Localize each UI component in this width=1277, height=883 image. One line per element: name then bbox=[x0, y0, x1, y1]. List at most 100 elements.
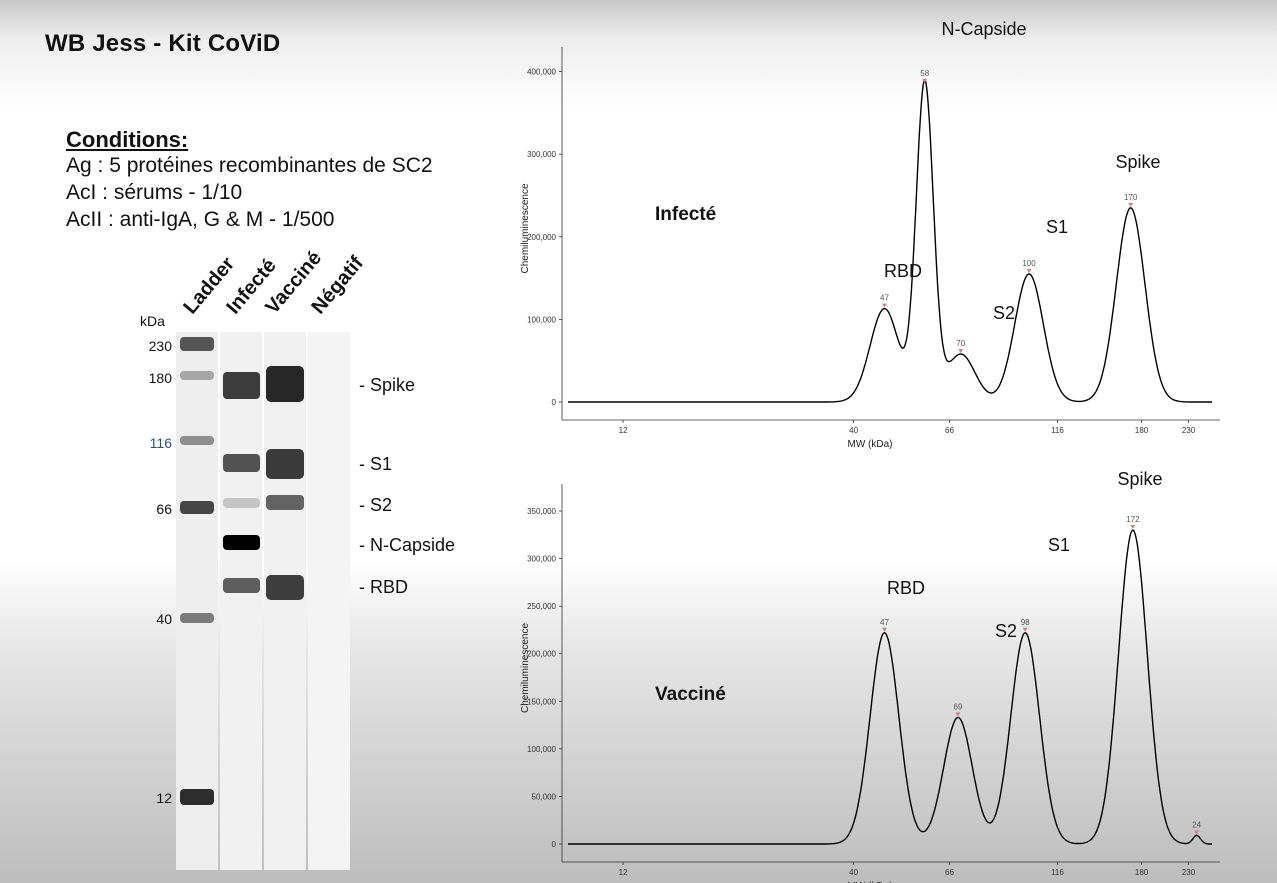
chart-vaccinated-x-tick-label: 66 bbox=[945, 868, 954, 877]
ladder-band-180 bbox=[180, 371, 214, 380]
chart-infected-x-tick-label: 230 bbox=[1182, 426, 1196, 435]
chart-infected-peak-mw-label: 100 bbox=[1022, 259, 1036, 268]
chart-vaccinated-peak-marker bbox=[1022, 627, 1028, 632]
chart-infected-peak-marker bbox=[922, 78, 928, 83]
infected-band-spike bbox=[223, 372, 260, 399]
chart-vaccinated-annot-s1: S1 bbox=[1047, 535, 1071, 555]
chart-infected-annot-s1: S1 bbox=[1045, 217, 1069, 237]
chart-vaccinated-x-tick-label: 12 bbox=[619, 868, 628, 877]
infected-bands bbox=[223, 372, 260, 593]
chart-vaccinated-peak-marker bbox=[881, 627, 887, 632]
band-label-s1: - S1 bbox=[359, 454, 393, 474]
infected-band-rbd bbox=[223, 578, 260, 593]
chart-infected-y-tick-label: 0 bbox=[552, 398, 557, 407]
chart-infected-x-tick-label: 116 bbox=[1051, 426, 1064, 435]
conditions-heading: Conditions: bbox=[66, 127, 189, 152]
chart-vaccinated-annot-rbd: RBD bbox=[886, 578, 926, 598]
chart-infected-peak-marker bbox=[1026, 268, 1032, 273]
ladder-band-12 bbox=[180, 789, 214, 805]
chart-vaccinated-sample-label: Vacciné bbox=[655, 684, 726, 705]
chart-infected-annot-spike: Spike bbox=[1115, 152, 1161, 172]
infected-band-s1 bbox=[223, 454, 260, 472]
chart-vaccinated-peak-mw-label: 24 bbox=[1192, 820, 1201, 829]
chart-vaccinated-y-tick-label: 100,000 bbox=[527, 745, 556, 754]
band-label-n-capside: - N-Capside bbox=[359, 535, 456, 555]
band-label-spike: - Spike bbox=[359, 375, 416, 395]
western-blot bbox=[176, 332, 350, 870]
kda-unit-label: kDa bbox=[140, 313, 165, 329]
chart-vaccinated-x-tick-label: 40 bbox=[849, 868, 858, 877]
chart-vaccinated-x-tick-label: 116 bbox=[1051, 868, 1064, 877]
chart-infected-peak-mw-label: 47 bbox=[880, 294, 889, 303]
chart-infected-trace bbox=[568, 78, 1212, 403]
chart-infected-peak-marker bbox=[958, 349, 964, 354]
chart-infected-peak-marker bbox=[881, 303, 887, 308]
chart-infected-peak-mw-label: 170 bbox=[1124, 193, 1138, 202]
chart-vaccinated-peak-mw-label: 98 bbox=[1021, 618, 1030, 627]
chart-infected-peak-mw-label: 58 bbox=[920, 69, 929, 78]
chart-infected-x-tick-label: 40 bbox=[849, 426, 858, 435]
band-label-s2: - S2 bbox=[359, 495, 393, 515]
chart-vaccinated-x-tick-label: 180 bbox=[1135, 868, 1149, 877]
chart-infected-y-tick-label: 400,000 bbox=[527, 68, 556, 77]
chart-vaccinated-y-tick-label: 350,000 bbox=[527, 507, 556, 516]
chart-infected-annot-rbd: RBD bbox=[883, 261, 923, 281]
chart-infected-peak-mw-label: 70 bbox=[956, 339, 965, 348]
marker-66: 66 bbox=[156, 501, 172, 517]
chart-vaccinated-y-axis-title: Chemiluminescence bbox=[520, 623, 531, 713]
marker-40: 40 bbox=[156, 611, 172, 627]
marker-230: 230 bbox=[148, 338, 172, 354]
electropherogram-vaccinated: 0 50,000 100,000 150,000 200,000 250,000 300,0… bbox=[520, 484, 1220, 883]
chart-infected-annot-s2: S2 bbox=[992, 303, 1016, 323]
chart-vaccinated-x-axis-title: MW (kDa) bbox=[848, 881, 893, 883]
chart-vaccinated-y-tick-label: 200,000 bbox=[527, 650, 556, 659]
chart-infected-x-axis-title: MW (kDa) bbox=[848, 439, 893, 450]
ladder-band-66 bbox=[180, 501, 214, 514]
condition-antigen: Ag : 5 protéines recombinantes de SC2 bbox=[66, 154, 433, 177]
chart-vaccinated-peak-marker bbox=[955, 712, 961, 717]
vaccinated-band-s2 bbox=[266, 495, 304, 510]
vaccinated-band-s1 bbox=[266, 449, 304, 479]
vaccinated-band-spike bbox=[266, 366, 304, 402]
chart-infected-x-tick-label: 66 bbox=[945, 426, 954, 435]
chart-vaccinated-peak-mw-label: 47 bbox=[880, 618, 889, 627]
vaccinated-bands bbox=[266, 366, 304, 600]
band-label-rbd: - RBD bbox=[359, 577, 408, 597]
electropherogram-infected: 0 100,000 200,000 300,000 400,000 12 40 66 116 18… bbox=[520, 47, 1220, 450]
marker-116: 116 bbox=[149, 435, 172, 451]
chart-vaccinated-x-tick-label: 230 bbox=[1182, 868, 1196, 877]
chart-infected-y-tick-label: 300,000 bbox=[527, 150, 556, 159]
chart-vaccinated-y-tick-label: 150,000 bbox=[527, 697, 556, 706]
chart-vaccinated-annot-s2: S2 bbox=[994, 621, 1018, 641]
ladder-band-40 bbox=[180, 613, 214, 623]
chart-vaccinated-y-tick-label: 300,000 bbox=[527, 555, 556, 564]
chart-vaccinated-trace bbox=[568, 529, 1212, 845]
chart-vaccinated-annot-spike: Spike bbox=[1117, 469, 1163, 489]
chart-vaccinated-peak-marker bbox=[1194, 830, 1200, 835]
chart-vaccinated-y-tick-label: 50,000 bbox=[532, 792, 557, 801]
chart-infected-x-tick-label: 180 bbox=[1135, 426, 1149, 435]
chart-vaccinated-y-tick-label: 0 bbox=[552, 840, 557, 849]
ladder-band-230 bbox=[180, 337, 214, 351]
condition-primary-antibody: AcI : sérums - 1/10 bbox=[66, 181, 243, 204]
vaccinated-band-rbd bbox=[266, 575, 304, 600]
lane-ladder bbox=[176, 332, 218, 870]
lane-infected bbox=[220, 332, 262, 870]
chart-infected-y-tick-label: 200,000 bbox=[527, 233, 556, 242]
marker-12: 12 bbox=[156, 790, 172, 806]
chart-vaccinated-peak-mw-label: 172 bbox=[1126, 515, 1140, 524]
chart-infected-y-tick-label: 100,000 bbox=[527, 315, 556, 324]
chart-infected-annot-n-capside: N-Capside bbox=[941, 19, 1027, 39]
chart-infected-peak-marker bbox=[1128, 202, 1134, 207]
condition-secondary-antibody: AcII : anti-IgA, G & M - 1/500 bbox=[66, 208, 335, 231]
infected-band-n-capside bbox=[223, 535, 260, 550]
ladder-band-116 bbox=[180, 436, 214, 445]
lane-vaccinated bbox=[264, 332, 306, 870]
ladder-bands bbox=[180, 337, 214, 805]
chart-infected-sample-label: Infecté bbox=[655, 204, 717, 225]
chart-vaccinated-peak-mw-label: 69 bbox=[954, 702, 963, 711]
marker-180: 180 bbox=[148, 370, 172, 386]
chart-infected-y-axis-title: Chemiluminescence bbox=[520, 183, 531, 273]
chart-vaccinated-y-tick-label: 250,000 bbox=[527, 602, 556, 611]
chart-infected-x-tick-label: 12 bbox=[619, 426, 628, 435]
